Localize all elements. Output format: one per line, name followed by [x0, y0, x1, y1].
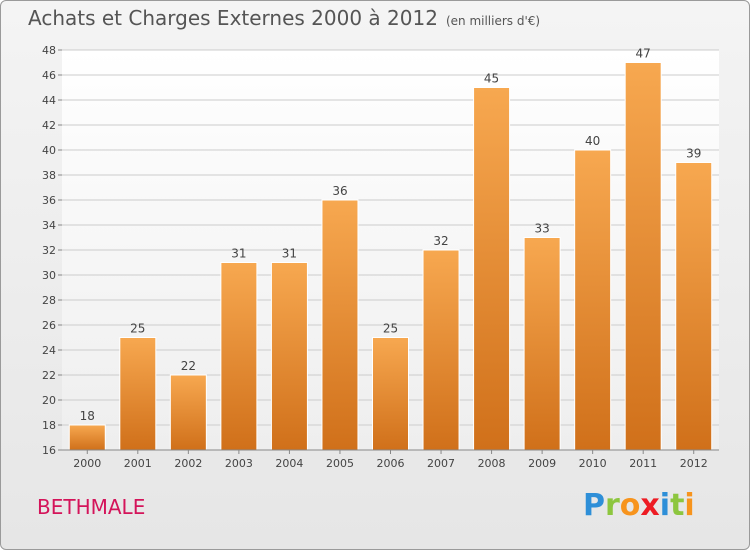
y-tick-label: 44: [42, 94, 56, 107]
value-label: 39: [686, 147, 701, 161]
commune-name: BETHMALE: [37, 495, 146, 519]
y-tick-label: 28: [42, 294, 56, 307]
bar-2009: [523, 237, 561, 451]
y-tick-label: 36: [42, 194, 56, 207]
bar-2004: [270, 262, 308, 451]
y-tick-label: 18: [42, 419, 56, 432]
x-axis: 2000 2001 2002 2003 2004 2005 2006 2007 2008 2009…: [73, 450, 708, 470]
logo-letter: P: [583, 488, 605, 523]
x-tick-label: 2009: [528, 457, 556, 470]
value-label: 22: [181, 359, 196, 373]
y-tick-label: 24: [42, 344, 56, 357]
bar-2007: [422, 249, 460, 451]
bar-2002: [169, 374, 207, 451]
y-tick-label: 22: [42, 369, 56, 382]
x-tick-label: 2000: [73, 457, 101, 470]
chart-title-block: Achats et Charges Externes 2000 à 2012 (e…: [28, 6, 540, 30]
y-tick-label: 20: [42, 394, 56, 407]
y-tick-label: 32: [42, 244, 56, 257]
x-tick-label: 2003: [225, 457, 253, 470]
value-label: 31: [231, 247, 246, 261]
y-tick-label: 34: [42, 219, 56, 232]
bars: [68, 62, 713, 451]
logo-letter: t: [670, 488, 685, 523]
y-tick-label: 16: [42, 444, 56, 457]
logo-letter: r: [605, 488, 620, 523]
value-label: 32: [433, 234, 448, 248]
logo-letter: i: [659, 488, 671, 523]
x-tick-label: 2008: [478, 457, 506, 470]
value-label: 25: [383, 322, 398, 336]
value-label: 45: [484, 72, 499, 86]
x-tick-label: 2006: [377, 457, 405, 470]
x-tick-label: 2007: [427, 457, 455, 470]
value-label: 31: [282, 247, 297, 261]
chart-unit: (en milliers d'€): [445, 14, 541, 28]
x-tick-label: 2005: [326, 457, 354, 470]
value-label: 47: [636, 47, 651, 61]
bar-2005: [321, 199, 359, 451]
bar-2003: [220, 262, 258, 451]
bar-2006: [372, 337, 409, 451]
x-tick-label: 2012: [680, 457, 708, 470]
value-label: 25: [130, 322, 145, 336]
x-tick-label: 2010: [579, 457, 607, 470]
x-tick-label: 2002: [174, 457, 202, 470]
logo-letter: x: [640, 488, 660, 523]
value-label: 18: [80, 409, 95, 423]
bar-2000: [68, 424, 106, 451]
x-tick-label: 2001: [124, 457, 152, 470]
bar-2008: [473, 87, 511, 451]
logo-letter: i: [684, 488, 695, 523]
logo-letter: o: [619, 488, 641, 523]
x-tick-label: 2011: [629, 457, 657, 470]
x-tick-label: 2004: [275, 457, 303, 470]
y-tick-label: 30: [42, 269, 56, 282]
value-label: 36: [332, 184, 347, 198]
y-tick-label: 40: [42, 144, 56, 157]
value-label: 40: [585, 134, 600, 148]
y-axis: 16 18 20 22 24 26 28 30 32 34 36 38 40 42 44 46 48: [42, 44, 62, 457]
y-tick-label: 46: [42, 69, 56, 82]
bar-2010: [574, 149, 612, 451]
y-tick-label: 42: [42, 119, 56, 132]
chart-title: Achats et Charges Externes 2000 à 2012: [28, 6, 438, 30]
bar-2001: [119, 337, 157, 451]
proxiti-logo: Proxiti: [583, 488, 695, 523]
value-label: 33: [534, 222, 549, 236]
value-labels: 18 25 22 31 31 36 25 32 45 33 40 47 39: [80, 47, 702, 424]
y-tick-label: 26: [42, 319, 56, 332]
bar-2011: [624, 62, 662, 451]
y-tick-label: 48: [42, 44, 56, 57]
bar-2012: [675, 162, 713, 451]
y-tick-label: 38: [42, 169, 56, 182]
